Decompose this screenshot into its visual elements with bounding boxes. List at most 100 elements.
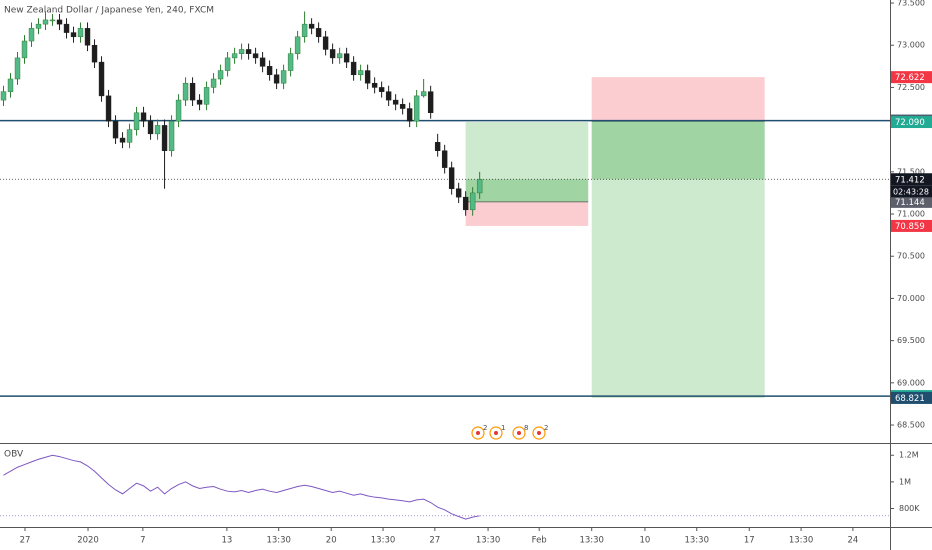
- candle: [21, 35, 28, 64]
- price-label: [891, 116, 932, 129]
- candle-body: [154, 125, 161, 135]
- candle-body: [91, 44, 98, 63]
- countdown-box: [891, 185, 932, 198]
- candle-body: [112, 120, 119, 139]
- candle: [427, 85, 434, 119]
- candle: [140, 106, 147, 128]
- candle: [434, 133, 441, 157]
- candle-body: [413, 95, 420, 122]
- x-tick-label: 13:30: [789, 536, 814, 546]
- price-label-text: 71.144: [895, 198, 925, 208]
- x-tick-label: 24: [847, 536, 858, 546]
- candle-body: [371, 82, 378, 88]
- candle-body: [217, 70, 224, 80]
- candle-body: [238, 49, 245, 54]
- candle-body: [7, 78, 14, 92]
- candle-body: [441, 150, 448, 168]
- candle: [413, 89, 420, 128]
- candle: [441, 144, 448, 174]
- candle-body: [406, 108, 413, 122]
- candle: [154, 119, 161, 140]
- candle: [84, 22, 91, 52]
- countdown-text: 02:43:28: [893, 187, 929, 196]
- obv-y-tick-label: 1M: [899, 477, 911, 486]
- x-tick-label: 27: [429, 536, 440, 546]
- candle-body: [455, 188, 462, 198]
- event-count: 8: [524, 424, 528, 432]
- price-label-text: 72.622: [895, 73, 925, 83]
- candle-body: [357, 70, 364, 76]
- candle-body: [336, 53, 343, 59]
- candle: [462, 191, 469, 216]
- candle: [469, 187, 476, 216]
- candle: [35, 18, 42, 35]
- candle: [371, 77, 378, 94]
- x-tick-label: 13:30: [476, 536, 501, 546]
- candle: [266, 60, 273, 81]
- candle-body: [28, 28, 35, 42]
- candle-body: [21, 40, 28, 59]
- candle-body: [462, 196, 469, 211]
- candle: [28, 22, 35, 47]
- candle: [98, 56, 105, 102]
- candle-body: [364, 70, 371, 84]
- candle: [14, 51, 21, 85]
- candle-body: [427, 91, 434, 114]
- candle-body: [329, 49, 336, 59]
- candle: [231, 47, 238, 64]
- x-tick-label: 20: [326, 536, 337, 546]
- loss-zone: [465, 201, 589, 226]
- candle-body: [105, 95, 112, 122]
- obv-title: OBV: [4, 450, 24, 460]
- candle: [210, 73, 217, 94]
- y-tick-label: 71.500: [897, 167, 925, 176]
- candle-body: [77, 28, 84, 38]
- candle-body: [399, 104, 406, 109]
- candle-body: [315, 28, 322, 38]
- event-count: 2: [544, 424, 548, 432]
- candle: [168, 115, 175, 157]
- candle-body: [63, 23, 70, 33]
- candle: [126, 123, 133, 149]
- candle-body: [42, 19, 49, 25]
- candle: [392, 94, 399, 111]
- event-dot: [517, 431, 521, 435]
- candle: [7, 73, 14, 98]
- candle-body: [280, 70, 287, 84]
- candle-body: [147, 120, 154, 135]
- candle: [364, 64, 371, 90]
- candle: [77, 22, 84, 43]
- y-tick-label: 69.500: [897, 336, 925, 345]
- y-tick-label: 69.000: [897, 378, 925, 387]
- candle: [280, 64, 287, 90]
- x-tick-label: 13: [221, 536, 232, 546]
- candle: [42, 11, 49, 31]
- candle: [315, 22, 322, 43]
- y-tick-label: 73.500: [897, 0, 925, 8]
- candle-body: [252, 53, 259, 59]
- candle: [357, 64, 364, 81]
- candle-body: [0, 91, 7, 101]
- candle-body: [224, 57, 231, 71]
- candle-body: [196, 99, 203, 105]
- x-tick-label: 17: [744, 536, 755, 546]
- candle: [119, 132, 126, 149]
- candle-body: [231, 53, 238, 59]
- candle: [49, 14, 56, 26]
- candle-body: [189, 82, 196, 101]
- candle-body: [343, 53, 350, 63]
- candle: [217, 64, 224, 85]
- price-label-text: 70.859: [895, 222, 925, 232]
- candle-body: [385, 91, 392, 101]
- candle: [203, 81, 210, 111]
- obv-y-tick-label: 1.2M: [899, 451, 919, 460]
- candle-body: [434, 142, 441, 151]
- profit-zone: [591, 121, 765, 398]
- candle: [476, 171, 483, 199]
- candle: [329, 43, 336, 64]
- candle-body: [259, 57, 266, 67]
- open-pl-zone: [591, 121, 765, 180]
- candle-body: [469, 192, 476, 211]
- chart-title: New Zealand Dollar / Japanese Yen, 240, …: [4, 6, 214, 16]
